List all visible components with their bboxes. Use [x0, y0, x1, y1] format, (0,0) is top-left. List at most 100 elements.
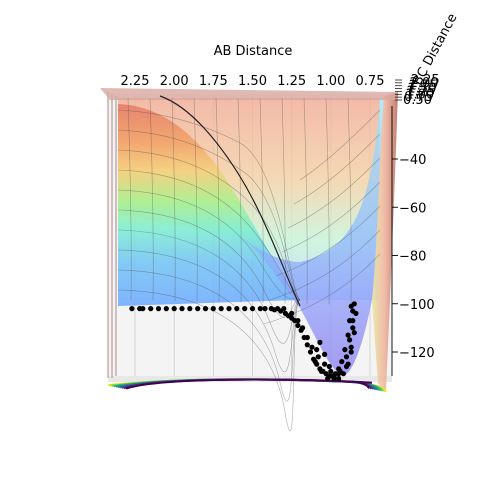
surface-mesh-line	[117, 149, 301, 301]
surface-mesh-line	[259, 97, 264, 304]
trajectory-point	[257, 306, 263, 312]
x-axis-label: AB Distance	[214, 44, 293, 59]
trajectory-point	[342, 347, 348, 353]
surface-mesh-line	[281, 97, 286, 304]
z-tick-label: −120	[399, 346, 435, 361]
trajectory-point	[295, 322, 301, 329]
surface-face	[118, 104, 298, 306]
surface-mesh-line	[215, 97, 220, 303]
surface-mesh-line	[263, 253, 381, 325]
x-tick-label: 1.00	[316, 74, 345, 89]
z-tick-label: −80	[399, 250, 426, 265]
surface-mesh-line	[117, 209, 301, 318]
trajectory-point	[300, 325, 306, 331]
trajectory-point	[343, 363, 350, 370]
surface-mesh-line	[171, 97, 176, 302]
trajectory-point	[179, 306, 185, 312]
trajectory-point	[348, 344, 354, 350]
trajectory-point	[325, 375, 331, 382]
trajectory-point	[351, 301, 357, 307]
trajectory-point	[268, 306, 274, 312]
surface-mesh-line	[325, 97, 330, 305]
trajectory-point	[343, 354, 350, 360]
trajectory-point	[350, 325, 356, 331]
surface-left-edge	[107, 92, 117, 378]
surface-mesh-line	[237, 97, 242, 303]
trajectory-point	[314, 347, 320, 353]
trajectory-point	[262, 306, 268, 312]
trajectory-point	[347, 337, 353, 343]
x-tick-label: 1.50	[238, 74, 267, 89]
y-tick-label: 0.75	[404, 90, 433, 105]
trajectory-point	[195, 306, 201, 312]
trajectory-point	[249, 306, 256, 312]
surface-mesh-line	[275, 205, 381, 277]
surface-mesh-line	[127, 97, 132, 301]
trajectory-point	[336, 375, 342, 382]
z-axis: −40 −60 −80 −100 −120	[391, 106, 435, 376]
surface-mesh-line	[117, 189, 301, 301]
trajectory-point	[322, 351, 328, 357]
surface-mesh-line	[193, 97, 198, 302]
z-tick-label: −60	[399, 201, 426, 216]
trajectory-point	[328, 368, 334, 374]
surface-mesh-line	[117, 109, 301, 301]
trajectory-point	[275, 306, 281, 312]
trajectory-point	[129, 306, 135, 312]
surface-well	[240, 98, 384, 376]
surface-mesh-lines	[117, 97, 381, 432]
trajectory-point	[322, 361, 328, 367]
y-tick-label: 1.25	[406, 84, 435, 99]
trajectory-point	[307, 349, 314, 355]
y-tick-label: 2.25	[411, 73, 440, 88]
trajectory-point	[317, 339, 323, 345]
trajectory-point	[187, 306, 193, 312]
trajectory-point	[234, 306, 240, 312]
trajectory-point	[318, 368, 324, 374]
trajectory-point	[339, 359, 345, 365]
trajectory-point	[163, 306, 169, 312]
surface-mesh-line	[299, 109, 381, 181]
z-tick-label: −40	[399, 153, 426, 168]
trajectory-point	[304, 334, 310, 341]
trajectory-point	[210, 306, 216, 312]
x-tick-label: 1.25	[277, 74, 306, 89]
trajectory-point	[226, 306, 232, 312]
x-tick-label: 1.75	[199, 74, 228, 89]
surface-mesh-line	[347, 97, 352, 306]
surface-mesh-line	[269, 229, 381, 301]
trajectory-point	[326, 363, 332, 370]
surface-mesh-line	[149, 97, 154, 301]
surface-mesh-line	[293, 133, 381, 205]
x-tick-label: 2.00	[160, 74, 189, 89]
x-tick-label: 0.75	[356, 74, 385, 89]
trajectory-point	[295, 318, 301, 324]
y-axis: 0.500.751.001.251.501.752.002.25	[395, 73, 440, 108]
trajectory-point	[304, 342, 310, 348]
trajectory-point	[148, 306, 154, 312]
trajectory-point	[137, 306, 143, 312]
surface-mesh-line	[117, 249, 301, 373]
trajectory-point	[202, 306, 209, 312]
trajectory-point	[218, 306, 224, 312]
trajectory-point	[345, 332, 351, 338]
trajectory-point	[155, 306, 162, 312]
y-tick-label: 0.50	[403, 93, 432, 108]
trajectory-point	[351, 330, 357, 336]
trajectory-series	[129, 301, 359, 382]
trajectory-point	[350, 318, 356, 324]
surface-mesh-line	[117, 269, 301, 402]
z-tick-label: −100	[399, 298, 435, 313]
x-tick-label: 2.25	[121, 74, 150, 89]
surface-front-edge	[159, 95, 301, 307]
surface-mesh-line	[117, 169, 301, 301]
trajectory-point	[171, 306, 177, 312]
trajectory-point	[242, 306, 248, 312]
trajectory-point	[348, 349, 354, 355]
trajectory-point	[309, 344, 315, 350]
x-axis: 2.25 2.00 1.75 1.50 1.25 1.00 0.75	[121, 74, 385, 89]
y-tick-label: 1.50	[407, 82, 436, 97]
surface-mesh-line	[117, 129, 301, 301]
y-tick-label: 1.00	[405, 87, 434, 102]
